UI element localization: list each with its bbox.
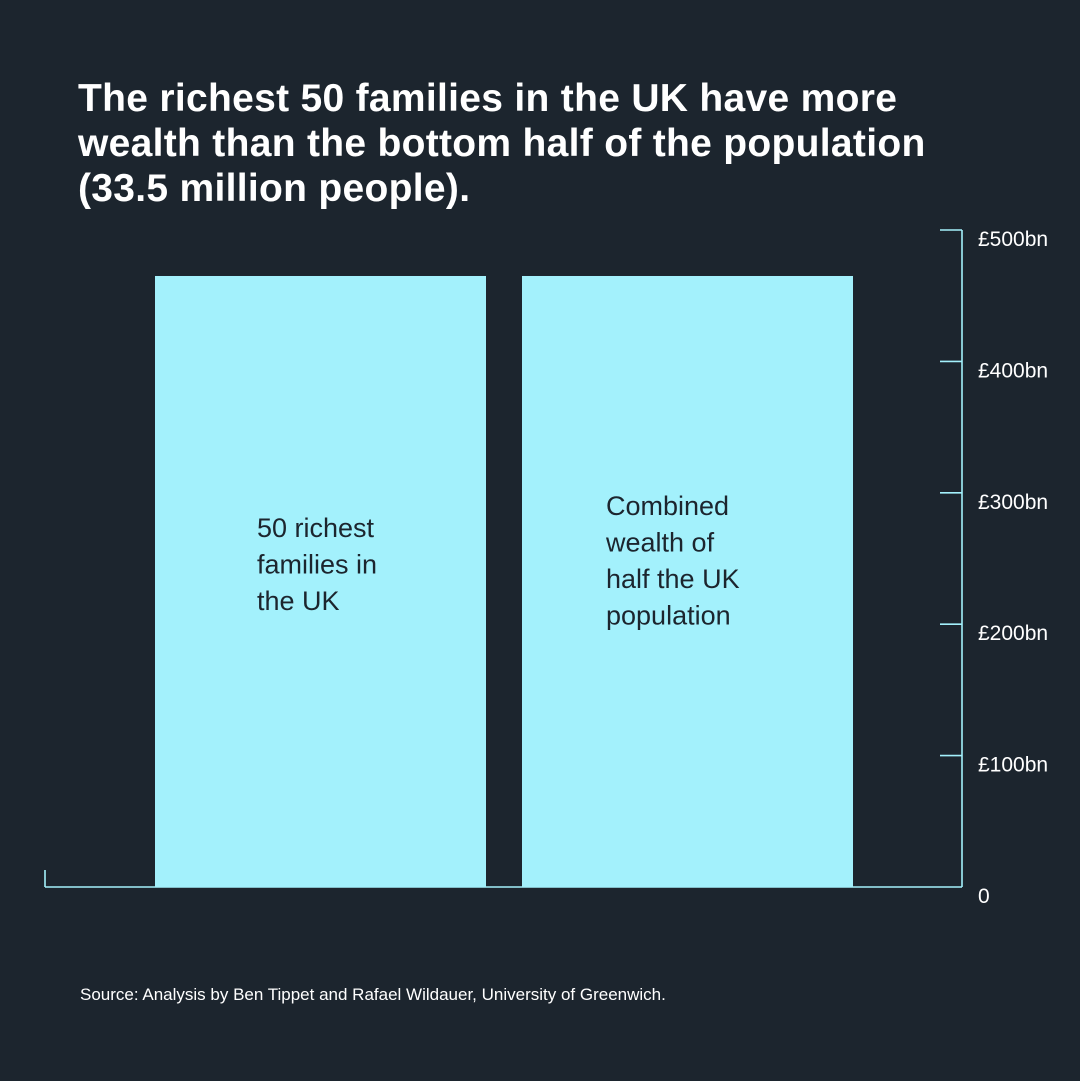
source-note: Source: Analysis by Ben Tippet and Rafae… — [80, 985, 666, 1004]
bar-labels-group: 50 richest families in the UK Combined wealt… — [257, 491, 740, 631]
bar-label-2: Combined wealth of half the UK population — [605, 491, 740, 631]
y-tick-label-0: 0 — [978, 885, 990, 908]
y-tick-label-400: £400bn — [978, 359, 1048, 382]
bar-1 — [155, 275, 486, 887]
axes-group — [44, 230, 963, 888]
chart-title: The richest 50 families in the UK have m… — [78, 77, 926, 210]
bars-group — [155, 275, 853, 887]
y-tick-label-500: £500bn — [978, 228, 1048, 251]
bar-label-1: 50 richest families in the UK — [257, 513, 377, 616]
bar-2 — [522, 275, 853, 887]
y-tick-label-300: £300bn — [978, 491, 1048, 514]
y-ticks-group: 0 £100bn £200bn £300bn £400bn £500bn — [940, 228, 1048, 908]
y-tick-label-200: £200bn — [978, 622, 1048, 645]
y-tick-label-100: £100bn — [978, 754, 1048, 777]
